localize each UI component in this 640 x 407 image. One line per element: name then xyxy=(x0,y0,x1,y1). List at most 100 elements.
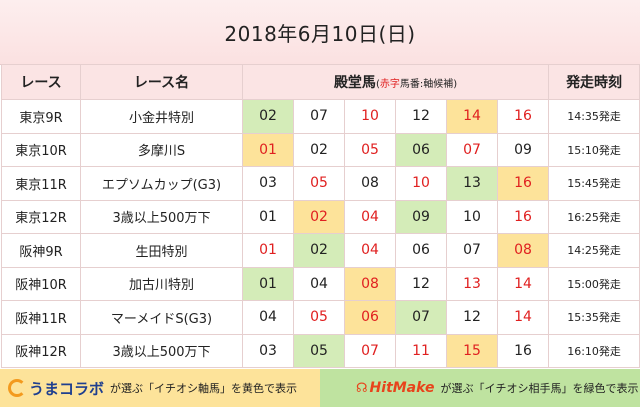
horses-header-label: 殿堂馬 xyxy=(333,75,376,91)
horse-number: 12 xyxy=(446,300,498,335)
umacollabo-logo: うまコラボ xyxy=(8,378,104,399)
horse-number: 08 xyxy=(344,266,396,301)
horse-number: 08 xyxy=(496,233,550,268)
race-name: 3歳以上500万下 xyxy=(80,199,243,234)
horse-number: 07 xyxy=(293,99,345,134)
col-header-race-name: レース名 xyxy=(80,64,243,100)
horses-header-note: (赤字馬番:軸候補) xyxy=(376,79,457,90)
horse-number: 07 xyxy=(344,333,396,368)
col-header-race: レース xyxy=(1,64,81,100)
race-name: 小金井特別 xyxy=(80,99,243,134)
race-name: マーメイドS(G3) xyxy=(80,300,243,335)
table-row: 東京10R 多摩川S 01 02 05 06 07 09 15:10発走 xyxy=(1,132,640,167)
race-table: レース レース名 殿堂馬(赤字馬番:軸候補) 発走時刻 東京9R 小金井特別 02 0… xyxy=(1,64,640,368)
legend-yellow-text: が選ぶ「イチオシ軸馬」を黄色で表示 xyxy=(110,382,298,395)
horse-number: 05 xyxy=(293,166,345,201)
horse-number: 01 xyxy=(242,233,294,268)
table-row: 阪神10R 加古川特別 01 04 08 12 13 14 15:00発走 xyxy=(1,266,640,301)
horse-number: 02 xyxy=(293,199,345,234)
start-time: 14:35発走 xyxy=(548,99,640,134)
col-header-horses: 殿堂馬(赤字馬番:軸候補) xyxy=(241,64,550,100)
table-row: 阪神12R 3歳以上500万下 03 05 07 11 15 16 16:10発走 xyxy=(1,333,640,368)
legend-footer: うまコラボ が選ぶ「イチオシ軸馬」を黄色で表示 ☊ HitMake が選ぶ「イチ… xyxy=(0,369,640,407)
horse-number: 04 xyxy=(344,199,396,234)
legend-green: ☊ HitMake が選ぶ「イチオシ相手馬」を緑色で表示 xyxy=(320,369,640,407)
note-open: ( xyxy=(375,79,380,90)
start-time: 15:45発走 xyxy=(548,166,640,201)
horse-number: 10 xyxy=(395,166,447,201)
horse-number: 07 xyxy=(446,132,498,167)
horse-number: 01 xyxy=(242,199,294,234)
horse-number: 01 xyxy=(242,132,294,167)
table-row: 東京12R 3歳以上500万下 01 02 04 09 10 16 16:25発走 xyxy=(1,199,640,234)
horse-number: 02 xyxy=(293,132,345,167)
race-name: 加古川特別 xyxy=(80,266,243,301)
hitmake-logo-text: HitMake xyxy=(369,380,435,396)
race-name: 多摩川S xyxy=(80,132,243,167)
horse-number: 04 xyxy=(293,266,345,301)
race-id: 阪神10R xyxy=(1,266,81,301)
race-name: 3歳以上500万下 xyxy=(80,333,243,368)
horse-number: 05 xyxy=(293,333,345,368)
table-row: 阪神11R マーメイドS(G3) 04 05 06 07 12 14 15:35発走 xyxy=(1,300,640,335)
race-id: 東京12R xyxy=(1,199,81,234)
horse-number: 12 xyxy=(395,266,447,301)
horse-number: 09 xyxy=(496,132,550,167)
race-name: 生田特別 xyxy=(80,233,243,268)
horse-number: 09 xyxy=(395,199,447,234)
race-id: 東京9R xyxy=(1,99,81,134)
race-id: 阪神11R xyxy=(1,300,81,335)
note-rest: 馬番:軸候補) xyxy=(399,79,458,90)
horse-number: 06 xyxy=(395,233,447,268)
race-id: 東京10R xyxy=(1,132,81,167)
race-id: 阪神12R xyxy=(1,333,81,368)
horse-number: 06 xyxy=(395,132,447,167)
horse-number: 03 xyxy=(242,166,294,201)
table-row: 東京9R 小金井特別 02 07 10 12 14 16 14:35発走 xyxy=(1,99,640,134)
table-row: 阪神9R 生田特別 01 02 04 06 07 08 14:25発走 xyxy=(1,233,640,268)
legend-yellow: うまコラボ が選ぶ「イチオシ軸馬」を黄色で表示 xyxy=(0,369,320,407)
horse-number: 07 xyxy=(395,300,447,335)
race-name: エプソムカップ(G3) xyxy=(80,166,243,201)
table-header-row: レース レース名 殿堂馬(赤字馬番:軸候補) 発走時刻 xyxy=(1,64,640,100)
horse-number: 05 xyxy=(344,132,396,167)
start-time: 14:25発走 xyxy=(548,233,640,268)
horse-number: 10 xyxy=(344,99,396,134)
horse-number: 04 xyxy=(242,300,294,335)
horse-number: 16 xyxy=(496,199,550,234)
horse-number: 02 xyxy=(242,99,294,134)
table-row: 東京11R エプソムカップ(G3) 03 05 08 10 13 16 15:45発走 xyxy=(1,166,640,201)
horse-number: 03 xyxy=(242,333,294,368)
page-title: 2018年6月10日(日) xyxy=(224,21,416,46)
umacollabo-logo-text: うまコラボ xyxy=(29,379,105,398)
start-time: 15:00発走 xyxy=(548,266,640,301)
horse-number: 06 xyxy=(344,300,396,335)
horse-number: 02 xyxy=(293,233,345,268)
horse-number: 12 xyxy=(395,99,447,134)
horse-number: 16 xyxy=(496,166,550,201)
race-rows: 東京9R 小金井特別 02 07 10 12 14 16 14:35発走 東京10R 多摩川S 01 0… xyxy=(1,99,640,368)
hitmake-mark-icon: ☊ xyxy=(356,380,368,396)
note-red: 赤字 xyxy=(379,79,400,90)
race-id: 阪神9R xyxy=(1,233,81,268)
c-logo-icon xyxy=(8,379,26,397)
horse-number: 07 xyxy=(446,233,498,268)
start-time: 15:10発走 xyxy=(548,132,640,167)
horse-number: 11 xyxy=(395,333,447,368)
start-time: 15:35発走 xyxy=(548,300,640,335)
date-header: 2018年6月10日(日) xyxy=(0,0,640,65)
horse-number: 16 xyxy=(496,99,550,134)
horse-number: 04 xyxy=(344,233,396,268)
horse-number: 08 xyxy=(344,166,396,201)
legend-green-text: が選ぶ「イチオシ相手馬」を緑色で表示 xyxy=(440,382,639,395)
horse-number: 05 xyxy=(293,300,345,335)
start-time: 16:10発走 xyxy=(548,333,640,368)
start-time: 16:25発走 xyxy=(548,199,640,234)
horse-number: 15 xyxy=(446,333,498,368)
horse-number: 16 xyxy=(496,333,550,368)
horse-number: 14 xyxy=(496,266,550,301)
col-header-start-time: 発走時刻 xyxy=(548,64,640,100)
horse-number: 01 xyxy=(242,266,294,301)
horse-number: 13 xyxy=(446,166,498,201)
